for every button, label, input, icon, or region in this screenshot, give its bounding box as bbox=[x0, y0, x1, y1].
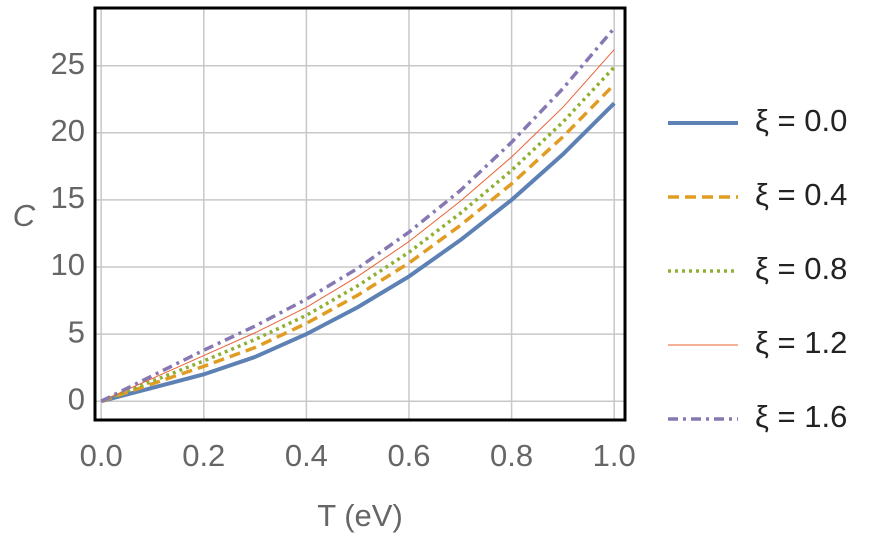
plot-frame bbox=[93, 6, 627, 422]
data-line bbox=[100, 49, 615, 402]
legend-label: ξ = 0.4 bbox=[755, 177, 847, 212]
legend-label: ξ = 1.2 bbox=[755, 325, 847, 360]
y-tick-label: 10 bbox=[51, 247, 85, 282]
y-tick-label: 25 bbox=[51, 46, 85, 81]
x-axis-label: T (eV) bbox=[317, 498, 403, 533]
y-tick-label: 20 bbox=[51, 113, 85, 148]
data-line bbox=[100, 65, 616, 403]
y-tick-label: 15 bbox=[51, 180, 85, 215]
x-tick-label: 1.0 bbox=[593, 438, 636, 473]
legend-label: ξ = 0.0 bbox=[755, 103, 847, 138]
x-tick-label: 0.8 bbox=[490, 438, 533, 473]
x-tick-label: 0.4 bbox=[285, 438, 328, 473]
x-tick-label: 0.0 bbox=[80, 438, 123, 473]
data-line bbox=[100, 83, 616, 403]
y-tick-label: 0 bbox=[68, 381, 85, 416]
legend-label: ξ = 0.8 bbox=[755, 251, 847, 286]
x-tick-label: 0.2 bbox=[182, 438, 225, 473]
y-axis-label: C bbox=[13, 198, 36, 233]
data-line bbox=[100, 101, 616, 404]
data-line bbox=[100, 26, 616, 403]
x-tick-label: 0.6 bbox=[387, 438, 430, 473]
y-tick-label: 5 bbox=[68, 314, 85, 349]
legend-label: ξ = 1.6 bbox=[755, 399, 847, 434]
